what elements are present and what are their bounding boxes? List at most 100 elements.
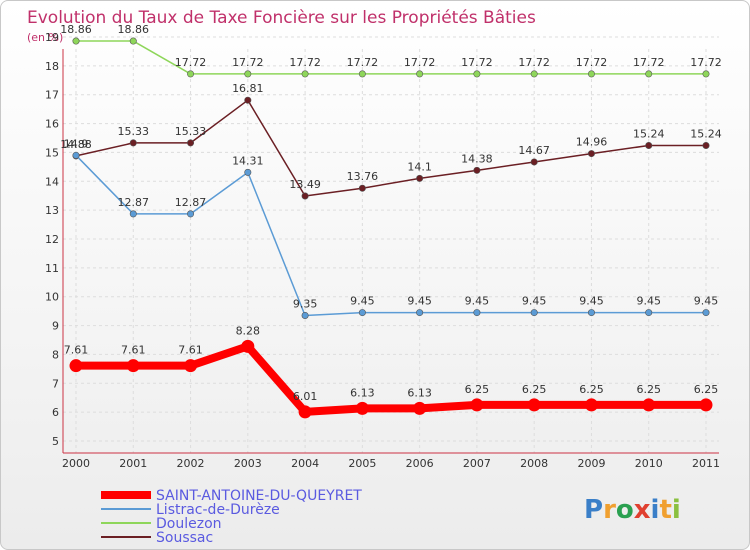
data-label: 6.13 (350, 386, 375, 399)
data-point (416, 70, 424, 78)
logo-letter: P (584, 495, 603, 525)
x-tick-label: 2007 (463, 457, 491, 470)
legend-label-3: Soussac (156, 530, 213, 546)
logo-letter: x (634, 495, 651, 525)
data-point (355, 401, 369, 415)
data-label: 9.45 (465, 295, 490, 308)
data-point (584, 398, 598, 412)
data-label: 13.76 (347, 170, 379, 183)
data-label: 9.45 (350, 295, 375, 308)
data-label: 14.1 (407, 160, 432, 173)
data-label: 9.35 (293, 297, 318, 310)
data-point (301, 70, 309, 78)
data-point (358, 184, 366, 192)
y-tick-label: 11 (45, 262, 59, 275)
data-label: 14.31 (232, 154, 264, 167)
data-label: 6.25 (579, 383, 604, 396)
data-point (645, 142, 653, 150)
data-label: 6.13 (407, 386, 432, 399)
data-label: 9.45 (636, 295, 661, 308)
data-label: 12.87 (118, 196, 150, 209)
y-tick-label: 5 (52, 435, 59, 448)
x-tick-label: 2001 (119, 457, 147, 470)
y-tick-label: 10 (45, 291, 59, 304)
data-point (244, 168, 252, 176)
data-label: 17.72 (633, 56, 665, 69)
data-label: 14.38 (461, 152, 493, 165)
x-tick-label: 2008 (520, 457, 548, 470)
x-tick-label: 2011 (692, 457, 720, 470)
x-tick-label: 2010 (635, 457, 663, 470)
data-label: 17.72 (518, 56, 550, 69)
chart-title: Evolution du Taux de Taxe Foncière sur l… (27, 8, 536, 28)
data-point (587, 150, 595, 158)
data-point (587, 309, 595, 317)
data-point (587, 70, 595, 78)
data-point (187, 70, 195, 78)
data-point (530, 158, 538, 166)
data-point (184, 359, 198, 373)
data-point (69, 359, 83, 373)
data-label: 9.45 (694, 295, 719, 308)
data-label: 6.25 (465, 383, 490, 396)
data-label: 15.33 (118, 125, 150, 138)
logo-letter: o (616, 495, 634, 525)
data-point (470, 398, 484, 412)
data-point (358, 309, 366, 317)
data-label: 6.01 (293, 390, 318, 403)
series-line-3 (75, 99, 706, 197)
proxiti-logo: Proxiti (584, 495, 681, 525)
data-label: 17.72 (576, 56, 608, 69)
data-point (645, 70, 653, 78)
y-tick-label: 13 (45, 204, 59, 217)
y-tick-label: 6 (52, 406, 59, 419)
data-point (473, 70, 481, 78)
data-label: 9.45 (407, 295, 432, 308)
grid-lines (63, 36, 719, 453)
data-point (702, 309, 710, 317)
x-tick-label: 2009 (577, 457, 605, 470)
data-label: 8.28 (236, 324, 261, 337)
data-label: 17.72 (347, 56, 379, 69)
data-label: 18.86 (60, 23, 92, 36)
series-line-2 (76, 40, 706, 75)
series-line-1 (75, 154, 706, 317)
data-point (473, 309, 481, 317)
data-point (642, 398, 656, 412)
logo-letter: i (651, 495, 660, 525)
y-tick-label: 15 (45, 146, 59, 159)
data-label: 17.72 (232, 56, 264, 69)
data-point (72, 151, 80, 159)
series-lines (69, 37, 713, 419)
data-label: 17.72 (461, 56, 493, 69)
data-label: 15.24 (690, 128, 722, 141)
data-point (473, 166, 481, 174)
data-label: 14.9 (64, 137, 89, 150)
data-label: 16.81 (232, 82, 264, 95)
data-label: 14.67 (518, 144, 550, 157)
data-label: 17.72 (404, 56, 436, 69)
data-label: 9.45 (579, 295, 604, 308)
y-tick-label: 7 (52, 377, 59, 390)
legend-label-2: Doulezon (156, 516, 222, 532)
data-label: 14.88 (60, 138, 92, 151)
x-tick-label: 2004 (291, 457, 319, 470)
legend: SAINT-ANTOINE-DU-QUEYRETListrac-de-Durèz… (101, 488, 362, 546)
logo-letter: r (603, 495, 616, 525)
data-point (244, 70, 252, 78)
data-label: 7.61 (178, 344, 203, 357)
x-tick-label: 2006 (406, 457, 434, 470)
data-label: 14.96 (576, 136, 608, 149)
data-point (126, 359, 140, 373)
logo-letter: t (659, 495, 671, 525)
data-label: 15.24 (633, 128, 665, 141)
legend-label-1: Listrac-de-Durèze (156, 502, 280, 518)
y-tick-label: 14 (45, 175, 59, 188)
data-label: 12.87 (175, 196, 207, 209)
data-point (301, 192, 309, 200)
data-point (527, 398, 541, 412)
data-label: 17.72 (690, 56, 722, 69)
data-point (241, 339, 255, 353)
data-point (301, 311, 309, 319)
y-tick-label: 8 (52, 348, 59, 361)
